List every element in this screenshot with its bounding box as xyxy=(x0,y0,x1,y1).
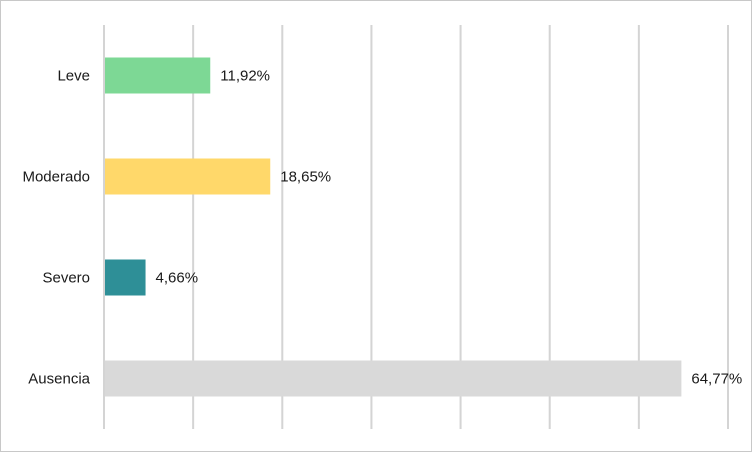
bar-ausencia xyxy=(105,360,682,397)
category-label-severo: Severo xyxy=(42,270,90,287)
category-label-ausencia: Ausencia xyxy=(28,371,90,388)
bar-severo xyxy=(105,259,146,296)
data-label-severo: 4,66% xyxy=(156,270,199,287)
bar-leve xyxy=(105,57,211,94)
bar-layer xyxy=(105,57,682,397)
label-layer: Leve 11,92% Moderado 18,65% Severo 4,66% Ausen… xyxy=(22,68,742,388)
data-label-ausencia: 64,77% xyxy=(691,371,742,388)
data-label-moderado: 18,65% xyxy=(280,169,331,186)
category-label-moderado: Moderado xyxy=(22,169,90,186)
category-label-leve: Leve xyxy=(57,68,90,85)
bar-moderado xyxy=(105,158,271,195)
data-label-leve: 11,92% xyxy=(220,68,270,85)
